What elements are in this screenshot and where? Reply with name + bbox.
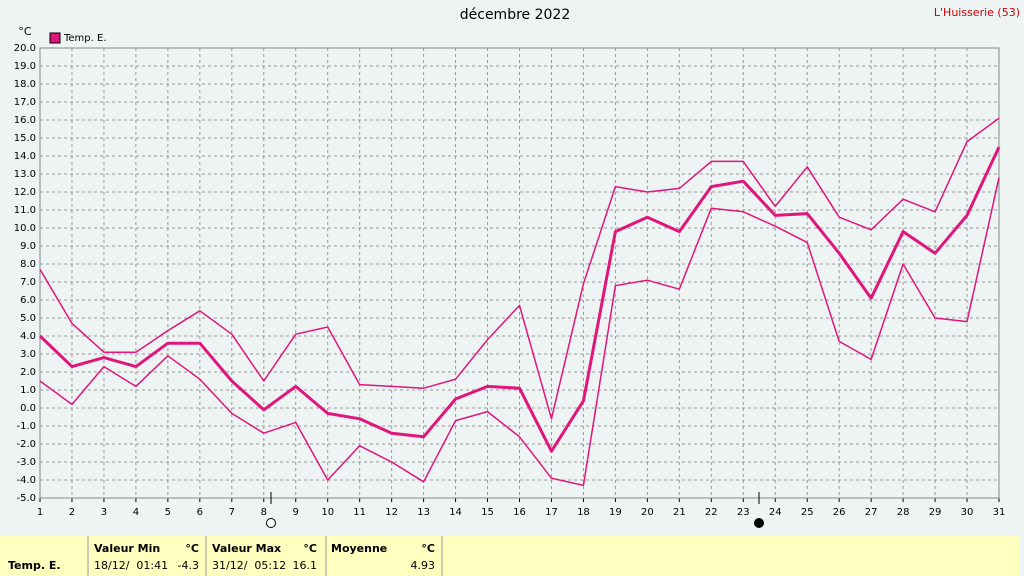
x-tick-label: 22 xyxy=(705,507,718,518)
y-tick-label: -4.0 xyxy=(16,475,36,486)
legend-label: Temp. E. xyxy=(63,33,107,44)
plot: -5.0 -4.0 -3.0 -2.0 -1.0 0.0 1.0 2.0 3.0 4.0 5.0 6.… xyxy=(14,43,1006,518)
x-tick-label: 24 xyxy=(769,507,782,518)
y-tick-label: 6.0 xyxy=(20,295,36,306)
series-line xyxy=(39,177,1000,487)
chart-title: décembre 2022 xyxy=(460,7,570,23)
y-tick-label: 12.0 xyxy=(14,187,36,198)
mean-title: Moyenne xyxy=(331,542,387,555)
min-title: Valeur Min xyxy=(94,542,160,555)
y-tick-label: 0.0 xyxy=(20,403,36,414)
y-tick-label: 4.0 xyxy=(20,331,36,342)
y-tick-label: 18.0 xyxy=(14,79,36,90)
x-tick-label: 14 xyxy=(449,507,462,518)
x-tick-label: 21 xyxy=(673,507,686,518)
x-tick-label: 30 xyxy=(961,507,974,518)
y-tick-label: 1.0 xyxy=(20,385,36,396)
x-tick-label: 25 xyxy=(801,507,814,518)
y-unit: °C xyxy=(18,25,32,38)
legend-swatch xyxy=(49,32,61,44)
y-tick-label: 17.0 xyxy=(14,97,36,108)
min-when: 18/12/ 01:41 xyxy=(94,559,168,572)
max-title: Valeur Max xyxy=(212,542,281,555)
x-tick-label: 15 xyxy=(481,507,494,518)
x-tick-label: 10 xyxy=(321,507,334,518)
y-tick-label: 3.0 xyxy=(20,349,36,360)
x-tick-label: 9 xyxy=(293,507,299,518)
min-value: -4.3 xyxy=(178,559,199,572)
x-tick-label: 19 xyxy=(609,507,622,518)
y-tick-label: 13.0 xyxy=(14,169,36,180)
plot-frame xyxy=(39,47,1000,499)
y-tick-label: 16.0 xyxy=(14,115,36,126)
x-tick-label: 31 xyxy=(993,507,1006,518)
mean-unit: °C xyxy=(421,542,435,555)
y-tick-label: 8.0 xyxy=(20,259,36,270)
footer-label: Temp. E. xyxy=(8,559,61,572)
station-name: L'Huisserie (53) xyxy=(934,6,1020,19)
footer: Temp. E. Valeur Min °C 18/12/ 01:41 -4.3… xyxy=(0,536,1020,576)
y-tick-label: -3.0 xyxy=(16,457,36,468)
y-tick-label: 15.0 xyxy=(14,133,36,144)
x-tick-label: 18 xyxy=(577,507,590,518)
y-tick-label: -5.0 xyxy=(16,493,36,504)
series-line xyxy=(38,146,1001,453)
x-tick-label: 3 xyxy=(101,507,107,518)
x-tick-label: 20 xyxy=(641,507,654,518)
moon-icon xyxy=(754,518,764,528)
y-tick-label: 20.0 xyxy=(14,43,36,54)
y-tick-label: 10.0 xyxy=(14,223,36,234)
y-tick-label: 11.0 xyxy=(14,205,36,216)
x-tick-label: 27 xyxy=(865,507,878,518)
x-tick-label: 28 xyxy=(897,507,910,518)
footer-bg xyxy=(0,536,1020,576)
x-tick-label: 26 xyxy=(833,507,846,518)
x-tick-label: 12 xyxy=(385,507,398,518)
x-tick-label: 6 xyxy=(197,507,203,518)
y-tick-label: 14.0 xyxy=(14,151,36,162)
x-tick-label: 8 xyxy=(261,507,267,518)
x-tick-label: 17 xyxy=(545,507,558,518)
y-tick-label: 2.0 xyxy=(20,367,36,378)
y-tick-label: 7.0 xyxy=(20,277,36,288)
x-tick-label: 11 xyxy=(353,507,366,518)
min-unit: °C xyxy=(185,542,199,555)
y-tick-label: -2.0 xyxy=(16,439,36,450)
x-tick-label: 5 xyxy=(165,507,171,518)
max-when: 31/12/ 05:12 xyxy=(212,559,286,572)
x-tick-label: 7 xyxy=(229,507,235,518)
max-unit: °C xyxy=(303,542,317,555)
max-value: 16.1 xyxy=(293,559,318,572)
x-tick-label: 23 xyxy=(737,507,750,518)
y-tick-label: 19.0 xyxy=(14,61,36,72)
x-tick-label: 13 xyxy=(417,507,430,518)
x-tick-label: 2 xyxy=(69,507,75,518)
moon-icon xyxy=(266,518,276,528)
x-tick-label: 16 xyxy=(513,507,526,518)
x-tick-label: 1 xyxy=(37,507,43,518)
y-tick-label: 9.0 xyxy=(20,241,36,252)
mean-value: 4.93 xyxy=(411,559,436,572)
series-line xyxy=(39,117,1000,420)
y-tick-label: -1.0 xyxy=(16,421,36,432)
y-tick-label: 5.0 xyxy=(20,313,36,324)
x-tick-label: 29 xyxy=(929,507,942,518)
x-tick-label: 4 xyxy=(133,507,139,518)
